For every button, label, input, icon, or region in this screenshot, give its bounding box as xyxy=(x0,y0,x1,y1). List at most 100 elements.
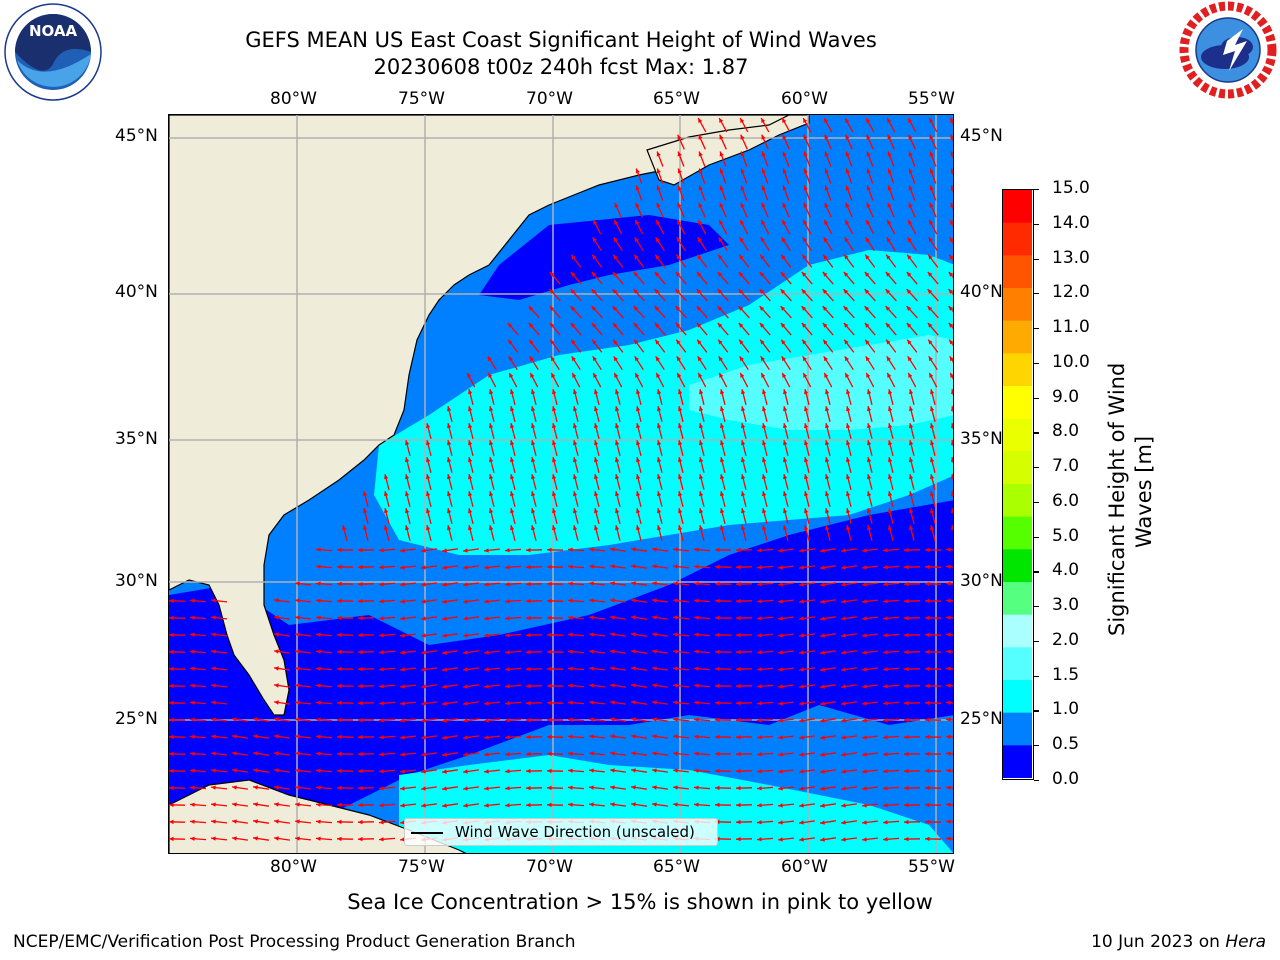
wave-direction-arrowhead xyxy=(757,684,762,689)
wave-direction-arrowhead xyxy=(510,457,515,463)
wave-direction-arrowhead xyxy=(358,785,363,791)
wave-direction-arrowhead xyxy=(489,406,494,412)
lon-label-top-60w: 60°W xyxy=(781,89,828,109)
wave-direction-arrowhead xyxy=(274,836,279,841)
wave-direction-arrowhead xyxy=(862,684,867,689)
colorbar-tick-mark xyxy=(1034,536,1039,538)
wave-direction-arrowhead xyxy=(694,700,699,705)
wave-direction-arrowhead xyxy=(337,836,342,842)
wave-direction-arrowhead xyxy=(888,440,893,446)
wave-direction-arrowhead xyxy=(592,356,597,362)
wave-direction-arrowhead xyxy=(568,802,573,807)
wave-direction-arrowhead xyxy=(885,322,891,328)
wave-direction-arrowhead xyxy=(929,372,934,378)
wave-direction-arrowhead xyxy=(673,547,678,552)
wave-direction-arrowhead xyxy=(610,734,615,739)
wave-direction-arrowhead xyxy=(505,650,510,655)
wave-direction-arrowhead xyxy=(783,491,788,497)
wave-direction-arrowhead xyxy=(421,616,426,621)
wave-direction-arrowhead xyxy=(610,632,615,637)
wave-direction-arrowhead xyxy=(946,751,951,756)
wave-direction-arrowhead xyxy=(699,457,704,463)
wave-direction-arrowhead xyxy=(531,423,536,429)
wave-direction-arrowhead xyxy=(656,185,661,191)
wave-direction-arrowhead xyxy=(547,615,552,621)
wave-direction-arrowhead xyxy=(904,734,909,740)
wave-direction-arrowhead xyxy=(316,632,321,637)
wave-direction-arrowhead xyxy=(592,339,597,345)
wave-direction-arrowhead xyxy=(489,389,494,395)
wave-direction-arrowhead xyxy=(883,701,888,706)
wave-direction-arrowhead xyxy=(484,752,489,757)
wave-direction-arrowhead xyxy=(909,440,914,446)
wave-direction-arrowhead xyxy=(442,769,447,774)
wave-direction-arrowhead xyxy=(946,598,951,603)
wave-direction-arrowhead xyxy=(505,684,510,689)
wave-direction-arrowhead xyxy=(928,237,933,243)
wave-direction-arrowhead xyxy=(358,768,363,774)
wave-direction-arrowhead xyxy=(379,565,384,570)
wave-direction-arrowhead xyxy=(865,237,870,243)
wave-direction-arrowhead xyxy=(636,406,641,412)
wave-direction-arrowhead xyxy=(526,717,531,723)
colorbar-tick-mark xyxy=(1034,293,1039,295)
wave-direction-arrowhead xyxy=(549,289,555,294)
wave-direction-arrowhead xyxy=(778,650,783,655)
wave-direction-arrowhead xyxy=(594,440,599,446)
wave-direction-arrowhead xyxy=(552,525,557,531)
wave-direction-arrowhead xyxy=(930,457,935,463)
wave-direction-arrowhead xyxy=(820,667,825,672)
wave-direction-arrowhead xyxy=(694,751,699,756)
wave-direction-arrowhead xyxy=(379,820,384,825)
colorbar-band xyxy=(1003,484,1032,518)
wave-direction-arrowhead xyxy=(615,491,620,497)
wave-direction-arrowhead xyxy=(442,803,447,808)
wave-direction-arrowhead xyxy=(274,598,279,603)
wave-direction-arrowhead xyxy=(613,237,618,243)
wave-direction-arrowhead xyxy=(442,599,447,604)
wave-direction-arrowhead xyxy=(862,599,867,604)
wave-direction-arrowhead xyxy=(652,785,657,790)
wave-direction-arrowhead xyxy=(610,547,615,552)
wave-direction-arrowhead xyxy=(631,547,636,552)
wave-direction-arrowhead xyxy=(526,615,531,621)
wave-direction-arrowhead xyxy=(885,271,891,277)
wave-direction-arrowhead xyxy=(253,751,258,756)
wave-direction-arrowhead xyxy=(169,734,174,740)
wave-direction-arrowhead xyxy=(950,134,953,140)
wave-direction-arrowhead xyxy=(694,547,699,552)
wave-direction-arrowhead xyxy=(510,525,515,531)
wave-direction-arrowhead xyxy=(909,474,914,480)
wave-direction-arrowhead xyxy=(484,803,489,808)
wave-direction-arrowhead xyxy=(610,649,615,654)
wave-direction-arrowhead xyxy=(274,819,279,824)
wave-direction-arrowhead xyxy=(652,632,657,637)
wave-direction-arrowhead xyxy=(946,700,951,705)
wave-direction-arrowhead xyxy=(736,802,741,808)
wave-direction-arrowhead xyxy=(799,565,804,570)
wave-direction-arrowhead xyxy=(778,752,783,757)
lon-label-top-55w: 55°W xyxy=(908,89,955,109)
wave-direction-arrowhead xyxy=(825,525,830,531)
wave-direction-arrowhead xyxy=(778,599,783,604)
wave-direction-arrowhead xyxy=(589,598,594,603)
colorbar-tick-label: 15.0 xyxy=(1052,178,1090,198)
wave-direction-arrowhead xyxy=(295,785,300,790)
wave-direction-arrowhead xyxy=(594,457,599,463)
wave-direction-arrowhead xyxy=(190,598,195,603)
wave-direction-arrowhead xyxy=(699,508,704,514)
wave-direction-arrowhead xyxy=(505,752,510,757)
wave-direction-arrowhead xyxy=(400,565,405,570)
wave-direction-arrowhead xyxy=(652,751,657,756)
wave-direction-arrowhead xyxy=(552,440,557,446)
wave-direction-arrowhead xyxy=(489,440,494,446)
wave-direction-arrowhead xyxy=(573,440,578,446)
wave-direction-arrowhead xyxy=(883,599,888,604)
wave-direction-arrowhead xyxy=(652,700,657,705)
wave-direction-arrowhead xyxy=(656,219,661,225)
wave-direction-arrowhead xyxy=(841,599,846,604)
wave-direction-arrowhead xyxy=(824,202,829,208)
wave-direction-arrowhead xyxy=(825,491,830,497)
wave-direction-arrowhead xyxy=(591,322,597,328)
wave-direction-arrowhead xyxy=(720,491,725,497)
